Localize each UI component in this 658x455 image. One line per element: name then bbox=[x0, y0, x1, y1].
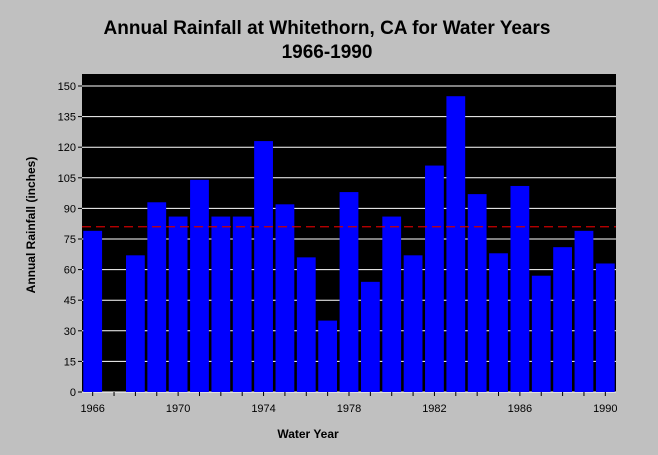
bar-1975 bbox=[275, 204, 295, 392]
bar-1979 bbox=[360, 281, 380, 392]
bar-1981 bbox=[403, 255, 423, 392]
bar-1983 bbox=[446, 96, 466, 392]
bar-1972 bbox=[211, 216, 231, 392]
y-tick-label: 120 bbox=[58, 142, 76, 154]
y-tick-label: 150 bbox=[58, 81, 76, 93]
y-tick-label: 105 bbox=[58, 173, 76, 185]
y-ticks: 0 15 30 45 60 75 90 105 120 135 150 bbox=[58, 81, 82, 399]
x-tick-label: 1970 bbox=[166, 403, 190, 415]
x-tick-label: 1974 bbox=[251, 403, 275, 415]
y-tick-label: 0 bbox=[70, 387, 76, 399]
bar-1976 bbox=[296, 257, 316, 392]
chart-title-line1: Annual Rainfall at Whitethorn, CA for Wa… bbox=[104, 18, 551, 39]
bar-1987 bbox=[531, 275, 551, 392]
chart-title-line2: 1966-1990 bbox=[282, 42, 373, 63]
bar-1980 bbox=[382, 216, 402, 392]
x-ticks: 1966 1970 1974 1978 1982 1986 1990 bbox=[80, 392, 618, 415]
y-tick-label: 45 bbox=[64, 295, 76, 307]
bar-1968 bbox=[126, 255, 145, 392]
x-tick-label: 1986 bbox=[508, 403, 532, 415]
bar-1970 bbox=[168, 216, 188, 392]
bar-1982 bbox=[425, 165, 444, 392]
y-tick-label: 60 bbox=[64, 265, 76, 277]
y-tick-label: 90 bbox=[64, 203, 76, 215]
bar-1978 bbox=[339, 192, 359, 392]
x-tick-label: 1990 bbox=[593, 403, 617, 415]
x-axis-label: Water Year bbox=[277, 427, 339, 441]
bar-1977 bbox=[318, 320, 338, 392]
bar-1988 bbox=[553, 247, 572, 392]
bar-1990 bbox=[595, 263, 615, 392]
y-tick-label: 135 bbox=[58, 112, 76, 124]
bar-1973 bbox=[232, 216, 252, 392]
bar-1984 bbox=[467, 194, 487, 392]
y-tick-label: 15 bbox=[64, 356, 76, 368]
bars bbox=[83, 96, 615, 392]
y-tick-label: 30 bbox=[64, 326, 76, 338]
bar-1986 bbox=[510, 185, 530, 392]
bar-1969 bbox=[147, 202, 167, 392]
bar-1974 bbox=[254, 141, 273, 392]
x-tick-label: 1978 bbox=[337, 403, 361, 415]
x-tick-label: 1966 bbox=[80, 403, 104, 415]
x-tick-label: 1982 bbox=[422, 403, 446, 415]
bar-1971 bbox=[190, 179, 209, 392]
bar-1989 bbox=[574, 230, 594, 392]
y-axis-label: Annual Rainfall (inches) bbox=[24, 157, 38, 294]
bar-1985 bbox=[489, 253, 508, 392]
y-tick-label: 75 bbox=[64, 234, 76, 246]
bar-1966 bbox=[83, 230, 103, 392]
